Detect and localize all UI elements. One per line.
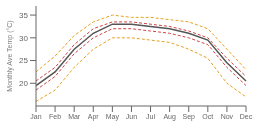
svg-text:Aug: Aug bbox=[163, 113, 176, 121]
svg-text:Nov: Nov bbox=[221, 113, 234, 120]
svg-text:Feb: Feb bbox=[49, 113, 61, 120]
svg-text:Oct: Oct bbox=[202, 113, 213, 120]
svg-text:Jul: Jul bbox=[146, 113, 155, 120]
svg-text:Jun: Jun bbox=[126, 113, 137, 120]
svg-text:35: 35 bbox=[19, 11, 28, 20]
svg-text:Sep: Sep bbox=[182, 113, 195, 121]
svg-text:30: 30 bbox=[19, 34, 28, 43]
svg-text:Monthly Ave Temp (°C): Monthly Ave Temp (°C) bbox=[8, 20, 14, 91]
svg-text:Apr: Apr bbox=[88, 113, 100, 121]
svg-text:20: 20 bbox=[19, 79, 28, 88]
svg-text:Dec: Dec bbox=[240, 113, 246, 120]
svg-text:25: 25 bbox=[19, 56, 28, 65]
svg-text:May: May bbox=[106, 113, 120, 121]
svg-text:Jan: Jan bbox=[30, 113, 41, 120]
svg-text:Mar: Mar bbox=[68, 113, 81, 120]
